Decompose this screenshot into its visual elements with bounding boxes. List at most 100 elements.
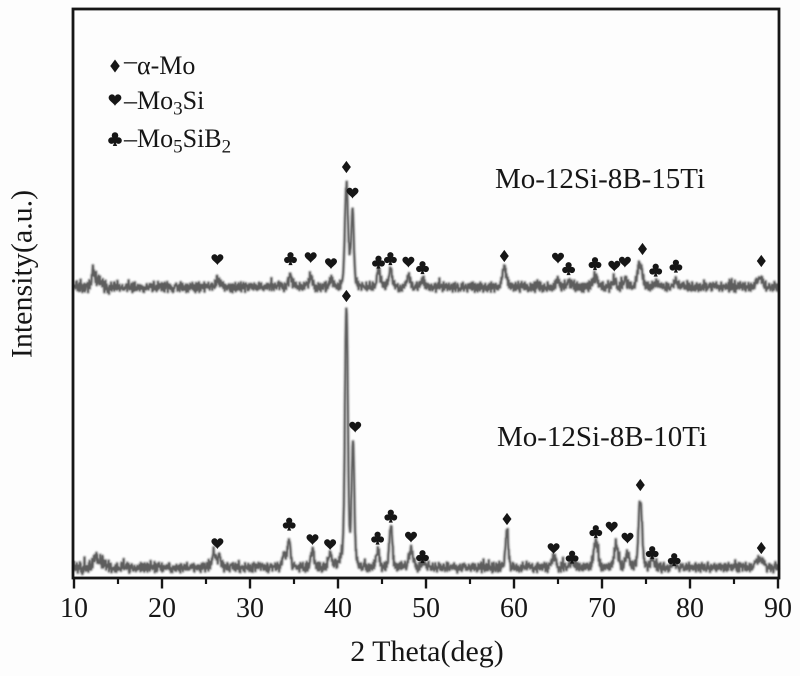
- marker-heart-icon: [605, 521, 618, 533]
- club-top-lobe: [652, 263, 659, 270]
- club-stem: [376, 260, 381, 269]
- club-top-lobe: [565, 262, 572, 269]
- x-tick-label: 20: [148, 593, 176, 624]
- heart-shape: [211, 254, 224, 266]
- marker-club-icon: [669, 259, 683, 273]
- series-label-0: Mo-12Si-8B-15Ti: [495, 163, 705, 195]
- marker-diamond-icon: [341, 289, 351, 303]
- club-left-lobe: [284, 256, 291, 264]
- marker-club-icon: [667, 553, 681, 567]
- heart-shape: [552, 252, 564, 264]
- club-top-lobe: [672, 259, 679, 266]
- marker-diamond-icon: [341, 160, 351, 174]
- club-stem: [388, 514, 393, 523]
- legend-marker-diamond-icon: [110, 59, 120, 73]
- club-top-lobe: [286, 517, 293, 524]
- club-stem: [592, 262, 598, 271]
- marker-heart-icon: [621, 532, 634, 544]
- heart-shape: [325, 258, 337, 270]
- marker-heart-icon: [552, 252, 564, 264]
- series-label-1: Mo-12Si-8B-10Ti: [497, 421, 707, 453]
- marker-heart-icon: [405, 531, 417, 543]
- club-top-lobe: [387, 252, 394, 259]
- club-left-lobe: [565, 555, 572, 562]
- diamond-shape: [110, 59, 120, 73]
- diamond-shape: [635, 478, 645, 492]
- club-left-lobe: [371, 536, 378, 543]
- marker-club-icon: [416, 261, 429, 275]
- diamond-shape: [756, 254, 766, 268]
- club-stem: [570, 555, 575, 564]
- marker-heart-icon: [618, 256, 631, 268]
- marker-heart-icon: [346, 187, 359, 199]
- club-right-lobe: [596, 529, 603, 537]
- heart-shape: [349, 421, 362, 433]
- club-right-lobe: [572, 555, 579, 562]
- club-left-lobe: [667, 557, 674, 565]
- club-top-lobe: [591, 257, 599, 264]
- series-trace-1: [73, 307, 779, 575]
- x-tick-label: 50: [412, 593, 440, 624]
- y-axis-title: Intensity(a.u.): [6, 190, 39, 358]
- diamond-shape: [756, 541, 766, 555]
- marker-club-icon: [565, 550, 579, 564]
- x-tick-label: 60: [500, 593, 528, 624]
- heart-shape: [304, 252, 317, 264]
- marker-heart-icon: [324, 539, 337, 551]
- club-left-lobe: [108, 137, 115, 144]
- heart-shape: [346, 187, 359, 199]
- x-tick-label: 10: [60, 593, 88, 624]
- club-stem: [593, 530, 598, 539]
- marker-diamond-icon: [638, 242, 647, 256]
- legend-item-label: –α-Mo: [123, 46, 195, 80]
- club-stem: [673, 264, 678, 273]
- club-right-lobe: [115, 137, 122, 144]
- club-right-lobe: [652, 550, 659, 558]
- club-left-lobe: [372, 260, 379, 267]
- marker-club-icon: [562, 262, 575, 276]
- club-left-lobe: [384, 514, 391, 521]
- x-axis-title: 2 Theta(deg): [350, 635, 504, 668]
- club-stem: [388, 257, 393, 266]
- club-top-lobe: [374, 531, 381, 538]
- club-stem: [650, 551, 655, 560]
- marker-club-icon: [282, 517, 296, 531]
- club-top-lobe: [649, 546, 656, 553]
- club-left-lobe: [416, 265, 423, 273]
- marker-club-icon: [645, 546, 659, 560]
- heart-shape: [306, 534, 319, 546]
- club-stem: [653, 268, 658, 277]
- legend-marker-heart-icon: [108, 94, 122, 106]
- heart-shape: [324, 539, 337, 551]
- diamond-shape: [638, 242, 647, 256]
- marker-club-icon: [384, 252, 397, 266]
- marker-diamond-icon: [756, 541, 766, 555]
- club-left-lobe: [588, 261, 595, 269]
- club-stem: [288, 257, 293, 266]
- club-right-lobe: [674, 557, 681, 565]
- club-right-lobe: [422, 265, 429, 273]
- club-left-lobe: [649, 268, 656, 275]
- marker-club-icon: [371, 531, 384, 545]
- marker-diamond-icon: [756, 254, 766, 268]
- club-top-lobe: [569, 550, 576, 557]
- club-stem: [420, 266, 425, 275]
- club-top-lobe: [375, 255, 382, 262]
- heart-shape: [405, 531, 417, 543]
- club-right-lobe: [595, 261, 602, 269]
- heart-shape: [547, 543, 560, 555]
- marker-club-icon: [372, 255, 385, 269]
- club-top-lobe: [592, 525, 599, 532]
- marker-heart-icon: [608, 260, 621, 272]
- heart-shape: [605, 521, 618, 533]
- club-right-lobe: [290, 256, 297, 264]
- club-stem: [112, 137, 118, 146]
- marker-heart-icon: [211, 254, 224, 266]
- club-stem: [420, 555, 425, 564]
- marker-club-icon: [416, 550, 429, 564]
- x-tick-label: 40: [324, 593, 352, 624]
- club-right-lobe: [390, 256, 397, 264]
